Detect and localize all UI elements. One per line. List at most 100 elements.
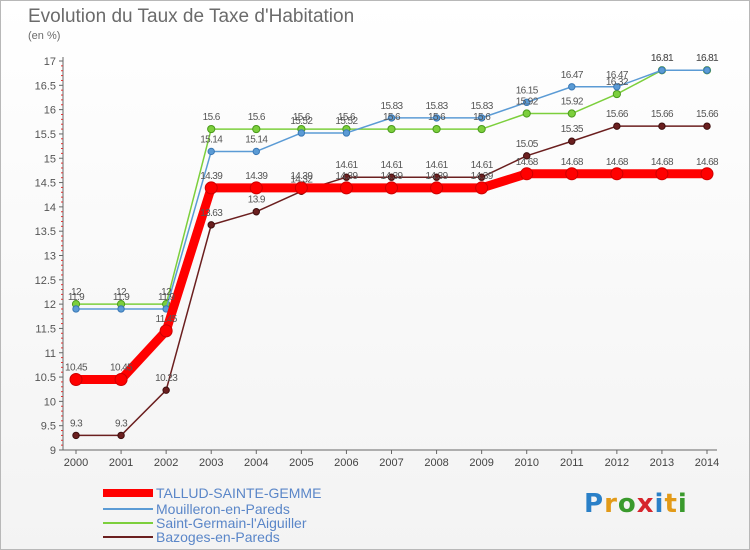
data-label: 16.81	[696, 53, 719, 64]
data-point	[69, 372, 83, 386]
data-label: 14.39	[290, 171, 313, 182]
x-tick-label: 2000	[64, 457, 88, 469]
data-point	[567, 109, 576, 118]
data-label: 10.45	[110, 362, 133, 373]
legend-label: Saint-Germain-l'Aiguiller	[156, 515, 307, 531]
x-tick-label: 2004	[244, 457, 268, 469]
y-tick-label: 17	[44, 56, 56, 68]
data-point	[658, 122, 666, 130]
y-tick-label: 14	[44, 202, 56, 214]
data-point	[523, 98, 531, 107]
data-label: 12	[161, 287, 172, 298]
data-label: 15.92	[561, 97, 584, 108]
data-point	[523, 152, 531, 160]
legend-item-0: TALLUD-SAINTE-GEMME	[103, 485, 321, 501]
data-label: 14.68	[651, 157, 674, 168]
legend-label: TALLUD-SAINTE-GEMME	[156, 485, 321, 501]
data-point	[249, 181, 263, 195]
data-label: 16.47	[606, 70, 629, 81]
data-point	[612, 89, 621, 99]
data-label: 14.39	[335, 171, 358, 182]
data-point	[387, 173, 396, 181]
y-tick-label: 12	[44, 299, 56, 311]
x-tick-label: 2005	[289, 457, 313, 469]
data-point	[655, 167, 669, 181]
data-point	[568, 83, 576, 91]
data-label: 14.68	[516, 157, 539, 168]
data-point	[477, 173, 486, 181]
data-label: 15.83	[426, 101, 449, 112]
data-point	[520, 167, 534, 181]
data-label: 9.3	[70, 418, 83, 429]
data-point	[159, 324, 173, 338]
y-tick-label: 15.5	[35, 129, 56, 141]
data-label: 10.45	[65, 362, 88, 373]
data-label: 15.35	[561, 124, 584, 135]
data-label: 15.05	[516, 139, 539, 150]
data-point	[72, 305, 80, 313]
data-label: 15.6	[473, 112, 491, 123]
x-tick-label: 2011	[560, 457, 584, 469]
series-1	[72, 66, 711, 313]
data-label: 14.61	[426, 160, 449, 171]
data-label: 16.32	[606, 77, 629, 88]
y-tick-label: 10	[44, 396, 56, 408]
y-tick-label: 11.5	[35, 323, 56, 335]
y-tick-label: 13.5	[35, 226, 56, 238]
x-tick-label: 2007	[379, 457, 403, 469]
x-tick-label: 2012	[605, 457, 629, 469]
data-label: 15.66	[606, 109, 629, 120]
data-label: 12	[71, 287, 82, 298]
data-point	[432, 114, 441, 122]
data-label: 15.66	[651, 109, 674, 120]
series-0	[69, 167, 714, 386]
data-label: 14.39	[245, 171, 268, 182]
data-point	[252, 124, 261, 134]
y-tick-label: 16	[44, 105, 56, 117]
data-point	[658, 66, 666, 74]
data-label: 14.68	[606, 157, 629, 168]
data-label: 11.9	[113, 292, 130, 303]
data-point	[297, 129, 306, 137]
data-point	[387, 114, 396, 122]
legend-item-3: Bazoges-en-Pareds	[103, 529, 280, 545]
y-tick-label: 16.5	[35, 80, 56, 92]
data-point	[117, 305, 125, 313]
data-label: 14.68	[696, 157, 719, 168]
legend-label: Bazoges-en-Pareds	[156, 529, 280, 545]
data-point	[252, 208, 260, 216]
x-tick-label: 2002	[154, 457, 178, 469]
x-tick-label: 2013	[650, 457, 674, 469]
data-point	[477, 114, 486, 122]
data-label: 14.61	[471, 160, 494, 171]
data-label: 12	[116, 287, 127, 298]
y-tick-label: 10.5	[35, 372, 56, 384]
series-line	[71, 169, 712, 384]
data-label: 16.15	[516, 85, 539, 96]
data-label: 14.68	[561, 157, 584, 168]
data-label: 15.6	[428, 112, 446, 123]
data-label: 15.6	[293, 112, 311, 123]
data-label: 16.81	[696, 53, 719, 64]
data-point	[342, 129, 351, 137]
data-point	[610, 167, 624, 181]
legend-label: Mouilleron-en-Pareds	[156, 501, 290, 517]
data-point	[162, 386, 170, 394]
data-label: 14.61	[335, 160, 358, 171]
data-label: 14.39	[380, 171, 403, 182]
data-point	[432, 173, 441, 181]
data-point	[522, 109, 531, 118]
data-point	[700, 167, 714, 181]
data-label: 15.66	[696, 109, 719, 120]
data-label: 16.47	[561, 70, 584, 81]
data-label: 14.61	[380, 160, 403, 171]
data-point	[385, 181, 398, 195]
data-point	[703, 122, 711, 130]
data-label: 15.83	[471, 101, 494, 112]
data-point	[430, 181, 444, 195]
data-point	[339, 181, 353, 195]
data-label: 15.92	[516, 97, 539, 108]
data-point	[72, 431, 80, 440]
